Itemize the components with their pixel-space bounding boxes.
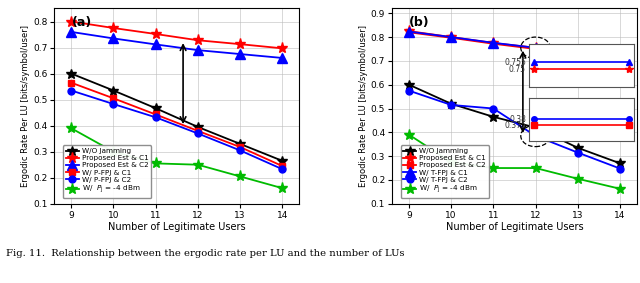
W/  $P_{\mathrm{J}}$ = -4 dBm xyxy=(236,175,244,178)
Line: Proposed Est & C2: Proposed Est & C2 xyxy=(67,27,287,63)
W/ T-FPJ & C2 xyxy=(574,151,582,154)
Line: Proposed Est & C1: Proposed Est & C1 xyxy=(66,16,288,54)
W/  $P_{\mathrm{J}}$ = -4 dBm xyxy=(194,163,202,166)
W/ P-FPJ & C2 xyxy=(278,168,286,171)
Text: (a): (a) xyxy=(72,16,92,29)
W/  $P_{\mathrm{J}}$ = -4 dBm xyxy=(405,133,413,136)
W/O Jamming xyxy=(67,72,75,75)
Line: W/ P-FPJ & C2: W/ P-FPJ & C2 xyxy=(68,87,285,173)
W/ T-FPJ & C1 xyxy=(447,35,455,39)
W/ P-FPJ & C1 xyxy=(109,97,117,100)
W/ T-FPJ & C2 xyxy=(490,107,497,110)
Proposed Est & C1 xyxy=(532,46,540,50)
Line: W/  $P_{\mathrm{J}}$ = -4 dBm: W/ $P_{\mathrm{J}}$ = -4 dBm xyxy=(66,123,288,194)
Line: W/ T-FPJ & C1: W/ T-FPJ & C1 xyxy=(404,27,625,61)
W/  $P_{\mathrm{J}}$ = -4 dBm xyxy=(447,160,455,164)
W/O Jamming xyxy=(236,142,244,145)
W/O Jamming xyxy=(152,106,159,110)
W/  $P_{\mathrm{J}}$ = -4 dBm xyxy=(278,186,286,190)
Proposed Est & C2 xyxy=(616,55,624,58)
Proposed Est & C1 xyxy=(574,49,582,52)
W/  $P_{\mathrm{J}}$ = -4 dBm xyxy=(616,187,624,190)
W/O Jamming xyxy=(194,125,202,129)
Line: Proposed Est & C1: Proposed Est & C1 xyxy=(403,25,625,62)
Legend: W/O Jamming, Proposed Est & C1, Proposed Est & C2, W/ P-FPJ & C1, W/ P-FPJ & C2,: W/O Jamming, Proposed Est & C1, Proposed… xyxy=(63,145,151,198)
W/  $P_{\mathrm{J}}$ = -4 dBm xyxy=(67,127,75,130)
W/ P-FPJ & C2 xyxy=(152,116,159,119)
W/ T-FPJ & C2 xyxy=(616,167,624,170)
Proposed Est & C2 xyxy=(405,31,413,34)
W/ T-FPJ & C1 xyxy=(616,54,624,57)
Line: W/ P-FPJ & C1: W/ P-FPJ & C1 xyxy=(68,79,285,170)
Proposed Est & C1 xyxy=(490,41,497,45)
W/ T-FPJ & C2 xyxy=(447,103,455,107)
Proposed Est & C2 xyxy=(574,50,582,53)
W/ P-FPJ & C2 xyxy=(67,89,75,92)
Proposed Est & C1 xyxy=(447,35,455,39)
Line: W/O Jamming: W/O Jamming xyxy=(404,80,625,168)
Proposed Est & C1 xyxy=(109,26,117,30)
W/ P-FPJ & C1 xyxy=(194,129,202,132)
W/O Jamming xyxy=(447,102,455,106)
Proposed Est & C1 xyxy=(278,47,286,50)
W/ T-FPJ & C2 xyxy=(405,89,413,92)
W/O Jamming xyxy=(109,89,117,92)
Line: W/  $P_{\mathrm{J}}$ = -4 dBm: W/ $P_{\mathrm{J}}$ = -4 dBm xyxy=(403,129,625,194)
Legend: W/O Jamming, Proposed Est & C1, Proposed Est & C2, W/ T-FPJ & C1, W/ T-FPJ & C2,: W/O Jamming, Proposed Est & C1, Proposed… xyxy=(401,145,489,198)
W/ T-FPJ & C1 xyxy=(405,30,413,33)
W/  $P_{\mathrm{J}}$ = -4 dBm xyxy=(490,166,497,170)
Line: W/O Jamming: W/O Jamming xyxy=(67,69,287,166)
Proposed Est & C2 xyxy=(236,52,244,56)
W/O Jamming xyxy=(490,115,497,119)
W/ P-FPJ & C1 xyxy=(152,113,159,116)
W/O Jamming xyxy=(405,83,413,86)
W/ T-FPJ & C1 xyxy=(532,46,540,50)
W/ P-FPJ & C2 xyxy=(194,132,202,135)
Text: (b): (b) xyxy=(409,16,430,29)
W/ P-FPJ & C1 xyxy=(278,164,286,168)
W/ P-FPJ & C2 xyxy=(109,102,117,106)
X-axis label: Number of Legitimate Users: Number of Legitimate Users xyxy=(445,222,583,232)
Proposed Est & C2 xyxy=(447,36,455,40)
Proposed Est & C1 xyxy=(405,29,413,33)
Proposed Est & C2 xyxy=(532,47,540,51)
Proposed Est & C1 xyxy=(616,54,624,58)
Proposed Est & C1 xyxy=(236,42,244,46)
Line: W/ T-FPJ & C2: W/ T-FPJ & C2 xyxy=(406,87,623,172)
Text: Fig. 11.  Relationship between the ergodic rate per LU and the number of LUs: Fig. 11. Relationship between the ergodi… xyxy=(6,249,405,258)
Line: Proposed Est & C2: Proposed Est & C2 xyxy=(406,29,623,60)
W/ P-FPJ & C1 xyxy=(67,81,75,84)
W/O Jamming xyxy=(532,126,540,129)
W/  $P_{\mathrm{J}}$ = -4 dBm xyxy=(109,150,117,153)
Y-axis label: Ergodic Rate Per LU [bits/symbol/user]: Ergodic Rate Per LU [bits/symbol/user] xyxy=(21,25,30,187)
W/  $P_{\mathrm{J}}$ = -4 dBm xyxy=(152,162,159,165)
Proposed Est & C2 xyxy=(67,30,75,34)
W/O Jamming xyxy=(278,159,286,162)
W/ T-FPJ & C2 xyxy=(532,134,540,138)
W/ P-FPJ & C1 xyxy=(236,145,244,149)
W/O Jamming xyxy=(616,162,624,165)
Y-axis label: Ergodic Rate Per LU [bits/symbol/user]: Ergodic Rate Per LU [bits/symbol/user] xyxy=(359,25,368,187)
X-axis label: Number of Legitimate Users: Number of Legitimate Users xyxy=(108,222,246,232)
W/ T-FPJ & C1 xyxy=(490,41,497,44)
W/ P-FPJ & C2 xyxy=(236,149,244,152)
Proposed Est & C2 xyxy=(109,37,117,40)
Proposed Est & C1 xyxy=(67,20,75,23)
W/  $P_{\mathrm{J}}$ = -4 dBm xyxy=(532,166,540,170)
Proposed Est & C2 xyxy=(152,43,159,46)
W/  $P_{\mathrm{J}}$ = -4 dBm xyxy=(574,177,582,181)
Proposed Est & C2 xyxy=(194,48,202,52)
W/ T-FPJ & C1 xyxy=(574,49,582,52)
Proposed Est & C1 xyxy=(194,38,202,42)
Proposed Est & C2 xyxy=(490,42,497,46)
W/O Jamming xyxy=(574,146,582,149)
Proposed Est & C1 xyxy=(152,32,159,36)
Proposed Est & C2 xyxy=(278,56,286,60)
